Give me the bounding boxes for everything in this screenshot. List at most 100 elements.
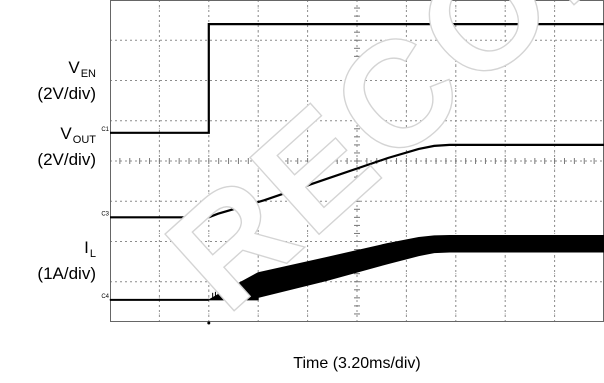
grid-dot [554,31,556,33]
grid-dot [504,88,506,90]
grid-dot [307,63,309,65]
grid-dot [504,297,506,299]
grid-dot [504,112,506,114]
grid-dot [455,104,457,106]
ven-scale-label: (2V/div) [37,84,96,103]
ven-channel-label: VEN (2V/div) [0,58,96,103]
grid-dot [208,208,210,210]
grid-dot [405,128,407,130]
grid-dot [158,273,160,275]
grid-dot [257,88,259,90]
vout-label-subscript: OUT [72,134,96,146]
il-label-name: I [84,238,89,257]
grid-dot [504,152,506,154]
grid-dot [307,208,309,210]
grid-dot [455,257,457,259]
grid-dot [158,257,160,259]
grid-dot [307,257,309,259]
grid-dot [158,71,160,73]
grid-dot [307,176,309,178]
grid-dot [504,273,506,275]
grid-dot [455,47,457,49]
grid-dot [455,216,457,218]
grid-dot [257,152,259,154]
grid-dot [504,289,506,291]
grid-dot [405,31,407,33]
grid-dot [208,152,210,154]
grid-dot [455,63,457,65]
grid-dot [307,88,309,90]
grid-dot [455,176,457,178]
grid-dot [158,289,160,291]
grid-dot [158,192,160,194]
grid-dot [455,71,457,73]
grid-dot [455,168,457,170]
grid-dot [554,71,556,73]
grid-dot [405,313,407,315]
grid-dot [307,216,309,218]
grid-dot [405,289,407,291]
grid-dot [455,31,457,33]
grid-dot [158,249,160,251]
grid-dot [208,257,210,259]
grid-dot [554,112,556,114]
grid-dot [504,168,506,170]
grid-dot [257,47,259,49]
grid-dot [405,71,407,73]
grid-dot [554,128,556,130]
grid-dot [405,208,407,210]
grid-dot [504,128,506,130]
grid-dot [554,104,556,106]
grid-dot [208,168,210,170]
grid-dot [257,31,259,33]
grid-dot [208,192,210,194]
grid-dot [307,168,309,170]
grid-dot [405,216,407,218]
vout-channel-label: VOUT (2V/div) [0,124,96,169]
grid-dot [208,249,210,251]
grid-dot [158,31,160,33]
grid-dot [405,192,407,194]
il-label-subscript: L [89,248,96,260]
channel-marker: C3 [101,211,109,217]
grid-dot [405,47,407,49]
grid-dot [307,232,309,234]
grid-dot [208,289,210,291]
grid-dot [307,31,309,33]
grid-dot [307,313,309,315]
grid-dot [405,176,407,178]
grid-dot [208,313,210,315]
x-axis-label: Time (3.20ms/div) [293,355,421,372]
grid-dot [554,152,556,154]
grid-dot [405,88,407,90]
grid-dot [257,249,259,251]
grid-dot [158,313,160,315]
grid-dot [554,216,556,218]
scope-grid [110,0,604,322]
grid-dot [455,112,457,114]
trigger-marker [207,321,211,325]
grid-dot [554,192,556,194]
grid-dot [257,232,259,234]
grid-dot [307,112,309,114]
grid-dot [554,289,556,291]
grid-dot [158,7,160,9]
grid-dot [504,313,506,315]
grid-dot [405,297,407,299]
grid-dot [307,71,309,73]
channel-marker: C4 [101,294,109,300]
grid-dot [504,31,506,33]
grid-dot [257,176,259,178]
grid-dot [307,104,309,106]
grid-dot [208,273,210,275]
channel-marker: C1 [101,127,109,133]
ven-label-name: V [68,58,80,77]
grid-dot [208,144,210,146]
grid-dot [554,257,556,259]
grid-dot [208,297,210,299]
grid-dot [257,144,259,146]
grid-dot [158,208,160,210]
grid-dot [405,232,407,234]
grid-dot [208,232,210,234]
